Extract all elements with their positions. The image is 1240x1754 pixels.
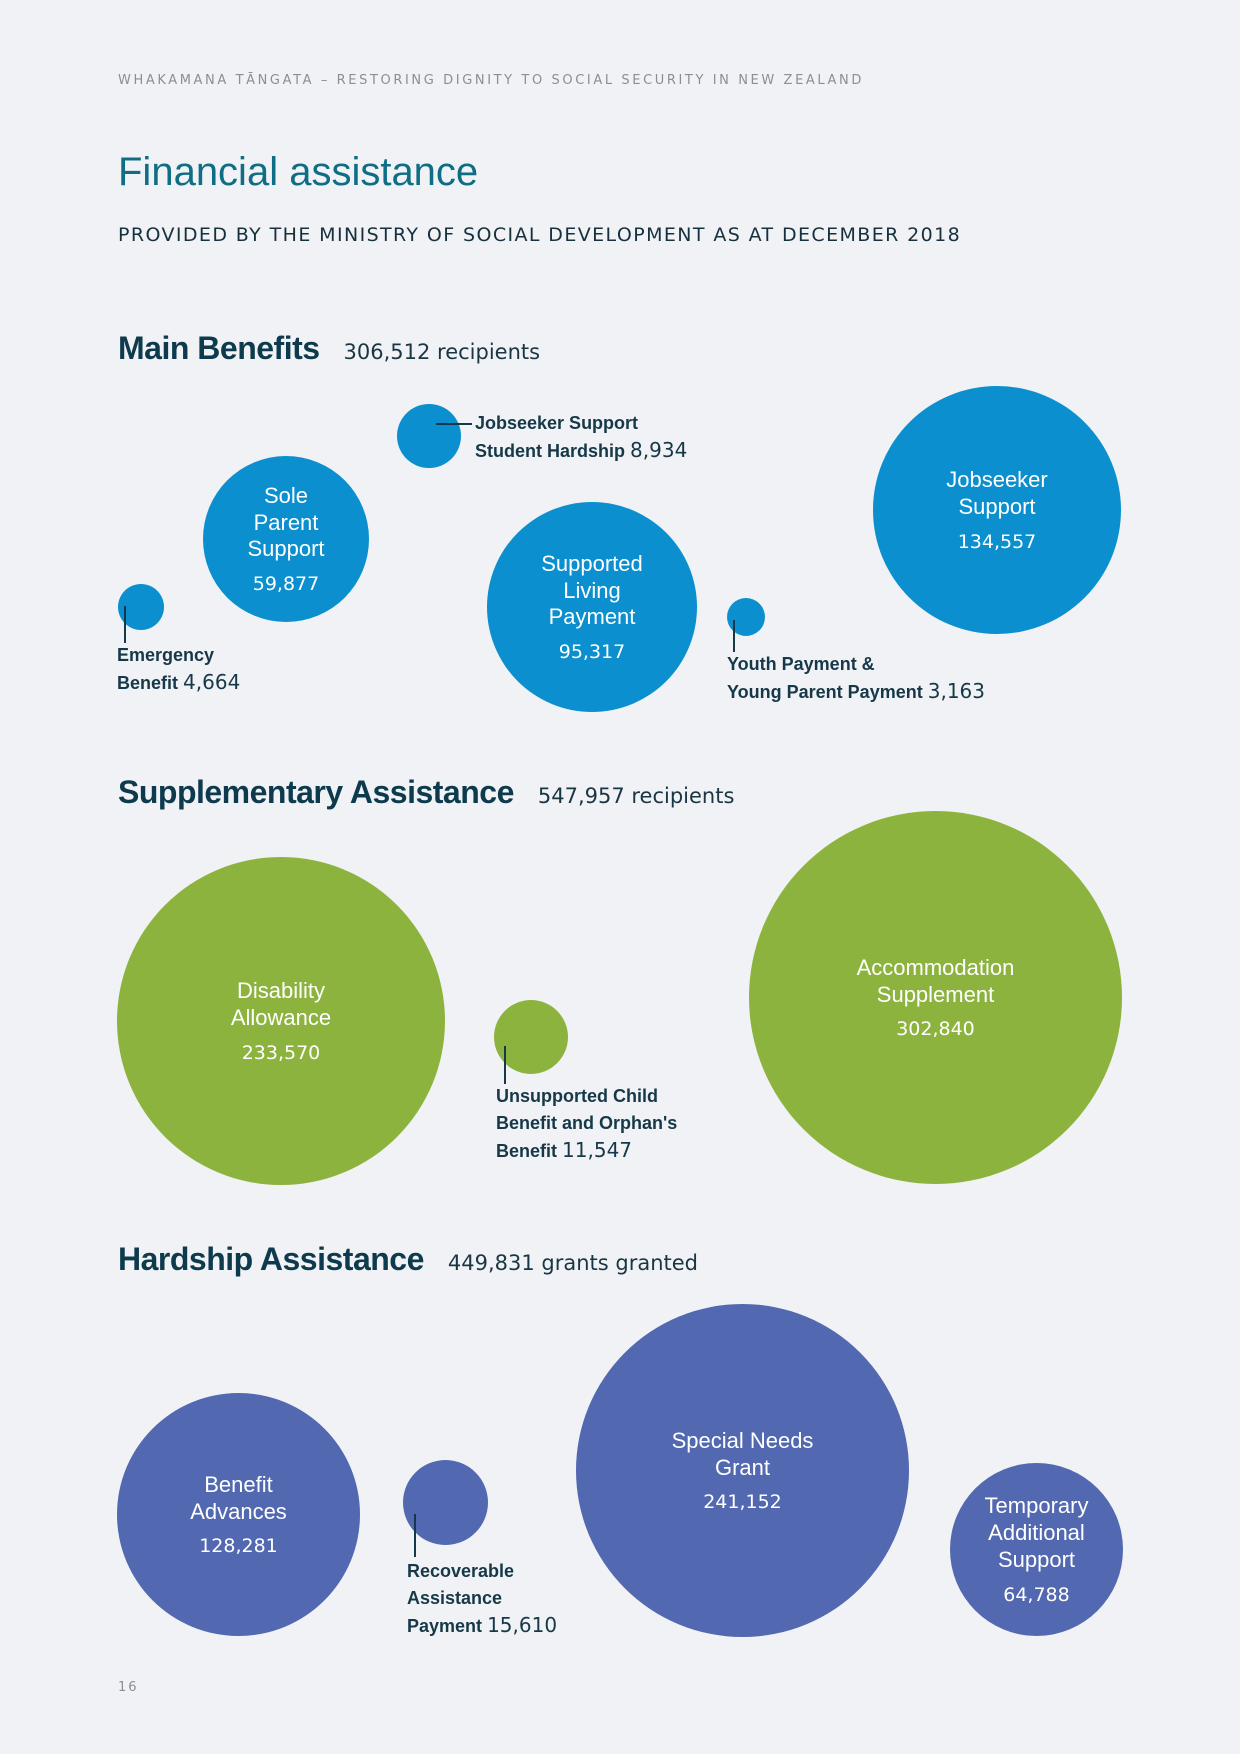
bubble-label: Disability Allowance [230,978,332,1030]
callout-label: Unsupported Child Benefit and Orphan's B… [496,1086,678,1161]
leader-line [436,423,472,425]
section-title: Hardship Assistance [118,1241,424,1277]
bubble-value: 134,557 [957,530,1037,553]
bubble-sole-parent-support: Sole Parent Support 59,877 [203,456,369,622]
bubble-label: Jobseeker Support [946,467,1048,519]
page-title: Financial assistance [118,150,479,194]
bubble-label: Accommodation Supplement [856,954,1015,1007]
callout-youth-payment: Youth Payment & Young Parent Payment 3,1… [727,651,985,706]
callout-label: Emergency Benefit [117,645,215,693]
hardship-assistance-heading: Hardship Assistance 449,831 grants grant… [118,1241,698,1278]
bubble-label: Temporary Additional Support [984,1493,1089,1572]
bubble-benefit-advances: Benefit Advances 128,281 [117,1393,360,1636]
bubble-unsupported-child-benefit [494,1000,568,1074]
leader-line [414,1514,416,1557]
page-number: 16 [118,1680,139,1695]
bubble-jobseeker-student-hardship [397,404,461,468]
callout-recoverable-assistance-payment: Recoverable Assistance Payment 15,610 [407,1558,557,1640]
page-subtitle: PROVIDED BY THE MINISTRY OF SOCIAL DEVEL… [118,224,962,246]
leader-line [124,606,126,643]
section-count: 547,957 recipients [537,784,735,808]
callout-emergency-benefit: Emergency Benefit 4,664 [117,642,240,697]
bubble-temporary-additional-support: Temporary Additional Support 64,788 [950,1463,1123,1636]
bubble-value: 302,840 [896,1018,975,1041]
leader-line [733,620,735,652]
bubble-special-needs-grant: Special Needs Grant 241,152 [576,1304,909,1637]
bubble-label: Benefit Advances [190,1471,287,1524]
bubble-disability-allowance: Disability Allowance 233,570 [117,857,445,1185]
supplementary-assistance-heading: Supplementary Assistance 547,957 recipie… [118,774,734,811]
callout-label: Jobseeker Support Student Hardship [475,413,639,461]
callout-value: 15,610 [487,1613,558,1637]
section-count: 306,512 recipients [343,340,541,364]
bubble-label: Special Needs Grant [671,1427,814,1480]
callout-unsupported-child-benefit: Unsupported Child Benefit and Orphan's B… [496,1083,677,1165]
callout-value: 4,664 [183,670,241,694]
callout-jobseeker-student-hardship: Jobseeker Support Student Hardship 8,934 [475,410,687,465]
bubble-label: Supported Living Payment [541,550,643,630]
running-header: WHAKAMANA TĀNGATA – RESTORING DIGNITY TO… [118,73,864,88]
callout-label: Recoverable Assistance Payment [407,1561,515,1636]
bubble-value: 233,570 [241,1041,321,1064]
bubble-jobseeker-support: Jobseeker Support 134,557 [873,386,1121,634]
section-count: 449,831 grants granted [447,1251,699,1275]
callout-value: 3,163 [927,679,985,703]
callout-label: Youth Payment & Young Parent Payment [727,654,923,702]
leader-line [504,1046,506,1084]
callout-value: 11,547 [562,1138,633,1162]
section-title: Main Benefits [118,330,320,366]
section-title: Supplementary Assistance [118,774,514,810]
bubble-accommodation-supplement: Accommodation Supplement 302,840 [749,811,1122,1184]
bubble-recoverable-assistance-payment [403,1460,488,1545]
bubble-value: 95,317 [558,641,626,664]
callout-value: 8,934 [630,438,688,462]
bubble-value: 64,788 [1003,1583,1070,1606]
bubble-supported-living-payment: Supported Living Payment 95,317 [487,502,697,712]
bubble-value: 241,152 [703,1491,782,1514]
main-benefits-heading: Main Benefits 306,512 recipients [118,330,540,367]
bubble-value: 128,281 [199,1535,278,1558]
bubble-label: Sole Parent Support [247,482,325,562]
bubble-value: 59,877 [252,573,320,596]
